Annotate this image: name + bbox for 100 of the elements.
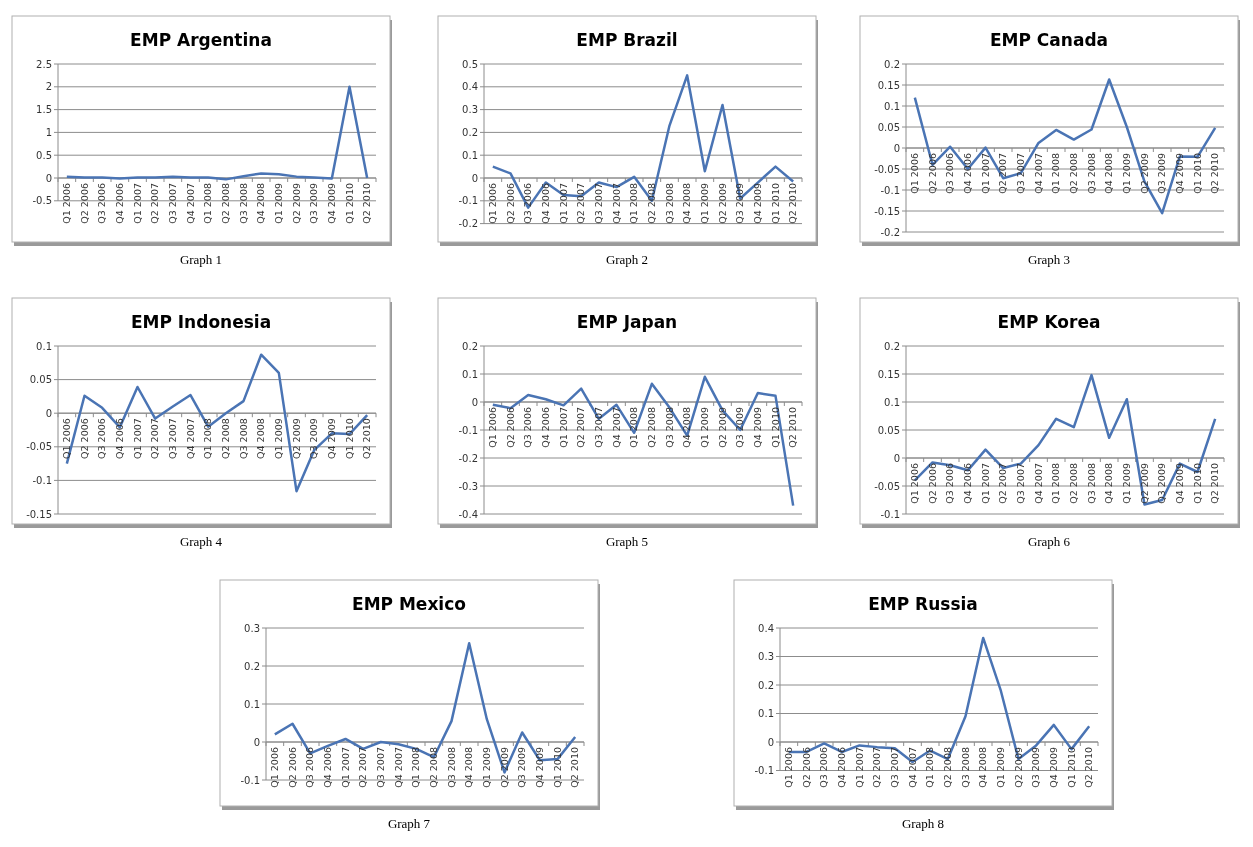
x-tick-label: Q3 2008 <box>237 418 249 459</box>
x-tick-label: Q4 2008 <box>1103 463 1115 504</box>
x-tick-label: Q3 2008 <box>959 747 971 788</box>
x-tick-label: Q4 2006 <box>114 418 126 459</box>
x-tick-label: Q2 2006 <box>78 418 90 459</box>
x-tick-label: Q2 2008 <box>942 747 954 788</box>
x-tick-label: Q1 2010 <box>343 183 355 224</box>
x-tick-label: Q3 2006 <box>522 407 534 448</box>
y-tick-label: 0.3 <box>244 622 260 634</box>
y-tick-label: -0.3 <box>458 480 478 492</box>
x-tick-label: Q1 2009 <box>1121 463 1133 504</box>
x-tick-label: Q3 2007 <box>889 747 901 788</box>
y-tick-label: 0.2 <box>462 126 478 138</box>
caption: Graph 4 <box>179 534 223 549</box>
x-tick-label: Q2 2008 <box>646 183 658 224</box>
line-series <box>491 74 795 209</box>
y-tick-label: 0.4 <box>758 622 774 634</box>
y-tick-label: 0.15 <box>877 368 900 380</box>
x-tick-label: Q2 2006 <box>800 747 812 788</box>
y-tick-label: 0.5 <box>36 149 52 161</box>
x-tick-label: Q3 2007 <box>167 418 179 459</box>
caption: Graph 2 <box>605 252 649 267</box>
x-tick-label: Q4 2008 <box>1103 153 1115 194</box>
x-tick-label: Q3 2006 <box>96 418 108 459</box>
x-tick-label: Q3 2009 <box>308 418 320 459</box>
y-tick-label: 0 <box>253 736 260 748</box>
x-tick-label: Q2 2009 <box>1138 463 1150 504</box>
y-tick-label: 0.05 <box>29 374 52 386</box>
x-tick-label: Q2 2007 <box>575 407 587 448</box>
x-tick-label: Q3 2006 <box>522 183 534 224</box>
x-tick-label: Q2 2009 <box>716 183 728 224</box>
x-tick-label: Q4 2007 <box>184 183 196 224</box>
y-tick-label: 0.2 <box>244 660 260 672</box>
caption: Graph 1 <box>179 252 223 267</box>
y-tick-label: -0.2 <box>458 452 478 464</box>
x-tick-label: Q4 2009 <box>326 183 338 224</box>
y-tick-label: -0.1 <box>754 765 774 776</box>
x-tick-label: Q3 2008 <box>1085 153 1097 194</box>
x-tick-label: Q3 2006 <box>944 153 956 194</box>
x-tick-label: Q4 2007 <box>184 418 196 459</box>
y-tick-label: 0 <box>45 407 52 419</box>
y-tick-label: -0.1 <box>458 424 478 436</box>
x-tick-label: Q3 2008 <box>663 183 675 224</box>
y-tick-label: -0.2 <box>458 218 478 230</box>
x-tick-label: Q3 2008 <box>237 183 249 224</box>
x-tick-label: Q1 2009 <box>1121 153 1133 194</box>
y-tick-label: 0.2 <box>462 340 478 352</box>
y-tick-label: -0.1 <box>458 195 478 207</box>
x-tick-label: Q1 2008 <box>1050 463 1062 504</box>
x-tick-label: Q4 2009 <box>534 747 546 788</box>
x-tick-label: Q2 2007 <box>357 747 369 788</box>
y-tick-label: -0.15 <box>874 205 900 217</box>
x-tick-label: Q2 2007 <box>149 418 161 459</box>
y-tick-label: 0 <box>45 172 52 184</box>
y-tick-label: 0.4 <box>462 81 478 93</box>
x-tick-label: Q1 2007 <box>557 183 569 224</box>
chart-title: EMP Argentina <box>130 30 272 50</box>
x-tick-label: Q2 2009 <box>1012 747 1024 788</box>
x-tick-label: Q3 2009 <box>1030 747 1042 788</box>
y-tick-label: 0.2 <box>758 679 774 691</box>
x-tick-label: Q1 2006 <box>269 747 281 788</box>
y-tick-label: 0 <box>471 396 478 408</box>
y-tick-label: 0.05 <box>877 121 900 133</box>
x-tick-label: Q1 2007 <box>557 407 569 448</box>
y-tick-label: 0.2 <box>884 58 900 70</box>
y-tick-label: 0.5 <box>462 58 478 70</box>
x-tick-label: Q4 2008 <box>681 407 693 448</box>
y-tick-label: -0.1 <box>880 508 900 520</box>
x-tick-label: Q4 2006 <box>962 153 974 194</box>
x-tick-label: Q1 2008 <box>924 747 936 788</box>
x-tick-label: Q2 2006 <box>926 153 938 194</box>
x-tick-label: Q2 2007 <box>997 153 1009 194</box>
x-tick-label: Q3 2007 <box>1015 463 1027 504</box>
y-tick-label: 0.1 <box>884 100 900 112</box>
x-tick-label: Q1 2009 <box>699 407 711 448</box>
x-tick-label: Q4 2007 <box>610 407 622 448</box>
chart-title: EMP Indonesia <box>130 312 272 332</box>
x-tick-label: Q3 2007 <box>167 183 179 224</box>
y-tick-label: -0.4 <box>458 508 478 520</box>
y-tick-label: 0.1 <box>884 396 900 408</box>
x-tick-label: Q2 2007 <box>997 463 1009 504</box>
x-tick-label: Q4 2009 <box>1174 153 1186 194</box>
x-tick-label: Q1 2007 <box>131 183 143 224</box>
x-tick-label: Q2 2006 <box>504 407 516 448</box>
chart-title: EMP Canada <box>989 30 1109 50</box>
x-tick-label: Q4 2007 <box>392 747 404 788</box>
x-tick-label: Q2 2010 <box>787 183 799 224</box>
x-tick-label: Q1 2008 <box>1050 153 1062 194</box>
x-tick-label: Q1 2006 <box>61 183 73 224</box>
line-series <box>913 78 1217 215</box>
chart-title: EMP Japan <box>576 312 678 332</box>
x-tick-label: Q1 2007 <box>979 153 991 194</box>
x-tick-label: Q4 2006 <box>540 407 552 448</box>
x-tick-label: Q1 2008 <box>628 183 640 224</box>
y-tick-label: 0.1 <box>36 340 52 352</box>
y-tick-label: 1 <box>45 126 52 138</box>
y-tick-label: 0.3 <box>758 651 774 662</box>
x-tick-label: Q4 2006 <box>836 747 848 788</box>
chart-title: EMP Russia <box>868 594 978 614</box>
x-tick-label: Q3 2009 <box>734 407 746 448</box>
